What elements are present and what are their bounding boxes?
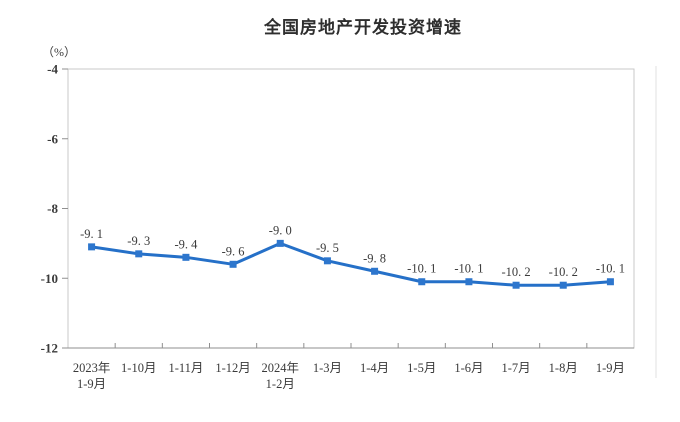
x-tick-label: 1-7月 bbox=[501, 361, 530, 375]
y-tick-label: -10 bbox=[41, 271, 58, 286]
y-tick-label: -6 bbox=[47, 131, 58, 146]
data-point-marker bbox=[559, 281, 567, 289]
data-point-marker bbox=[512, 281, 520, 289]
x-tick-label: 1-11月 bbox=[168, 361, 203, 375]
x-tick-label: 1-8月 bbox=[549, 361, 578, 375]
data-point-label: -9. 6 bbox=[222, 244, 245, 258]
x-tick-label: 1-6月 bbox=[454, 361, 483, 375]
data-point-marker bbox=[606, 278, 614, 286]
data-point-label: -9. 3 bbox=[127, 234, 150, 248]
data-point-label: -10. 1 bbox=[596, 262, 625, 276]
x-tick-label: 2023年 1-9月 bbox=[73, 361, 111, 391]
data-point-label: -10. 1 bbox=[407, 262, 436, 276]
y-tick-label: -12 bbox=[41, 341, 58, 356]
data-point-label: -9. 4 bbox=[174, 237, 198, 251]
data-point-label: -10. 2 bbox=[501, 265, 530, 279]
data-point-label: -9. 8 bbox=[363, 251, 386, 265]
data-point-marker bbox=[371, 267, 379, 275]
plot-border bbox=[67, 68, 635, 349]
data-point-marker bbox=[88, 243, 96, 251]
data-point-label: -9. 5 bbox=[316, 241, 339, 255]
y-tick-label: -8 bbox=[47, 201, 58, 216]
x-tick-label: 1-3月 bbox=[313, 361, 342, 375]
data-point-label: -9. 0 bbox=[269, 223, 292, 237]
x-tick-label: 1-9月 bbox=[596, 361, 625, 375]
data-point-label: -10. 2 bbox=[549, 265, 578, 279]
data-point-marker bbox=[465, 278, 473, 286]
x-tick-label: 1-12月 bbox=[215, 361, 250, 375]
data-point-marker bbox=[182, 253, 190, 261]
data-point-marker bbox=[418, 278, 426, 286]
x-tick-label: 1-5月 bbox=[407, 361, 436, 375]
y-tick-label: -4 bbox=[47, 62, 58, 77]
y-axis-unit: （%） bbox=[42, 45, 76, 59]
data-point-marker bbox=[135, 250, 143, 258]
data-line bbox=[90, 241, 612, 287]
x-tick-label: 2024年 1-2月 bbox=[261, 361, 299, 391]
data-point-label: -10. 1 bbox=[454, 262, 483, 276]
data-point-marker bbox=[229, 260, 237, 268]
chart-title: 全国房地产开发投资增速 bbox=[264, 18, 462, 37]
data-point-marker bbox=[323, 257, 331, 265]
data-point-marker bbox=[276, 239, 284, 247]
x-tick-label: 1-10月 bbox=[121, 361, 156, 375]
x-tick-label: 1-4月 bbox=[360, 361, 389, 375]
data-point-label: -9. 1 bbox=[80, 227, 103, 241]
